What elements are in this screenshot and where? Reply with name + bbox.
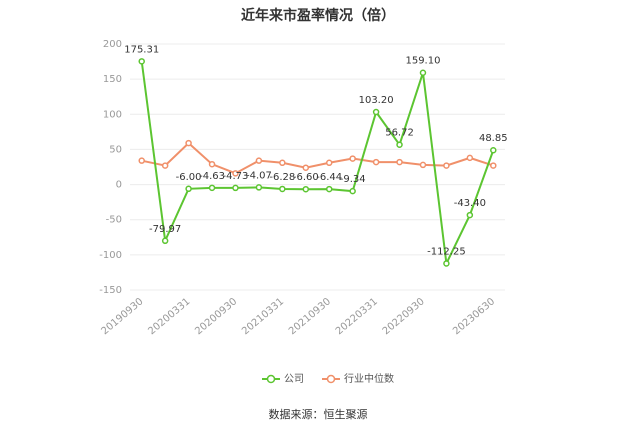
y-tick-label: -150 (99, 285, 122, 296)
x-tick-label: 20200331 (146, 296, 192, 337)
source: 数据来源：恒生聚源 (269, 407, 368, 421)
x-tick-label: 20210331 (240, 296, 286, 337)
data-label: 103.20 (359, 95, 394, 106)
point (466, 211, 474, 219)
chart-title: 近年来市盈率情况（倍） (241, 7, 395, 24)
point (466, 154, 474, 162)
data-label: 159.10 (405, 56, 440, 67)
data-label: -6.60 (293, 172, 319, 183)
point (138, 157, 145, 164)
data-label: -4.73 (223, 171, 249, 182)
point (255, 157, 263, 164)
point (325, 185, 333, 193)
point (325, 159, 333, 167)
y-tick-label: 50 (109, 144, 122, 155)
data-label: -43.40 (454, 198, 486, 209)
x-tick-label: 20200930 (193, 296, 239, 337)
series-line (140, 61, 495, 267)
point (138, 58, 145, 65)
y-tick-label: 100 (103, 109, 122, 120)
data-label: -6.28 (269, 172, 295, 183)
legend-marker (266, 374, 276, 384)
point (302, 185, 310, 193)
point (349, 187, 356, 195)
point (185, 139, 192, 147)
point (161, 237, 169, 245)
point (255, 184, 263, 191)
x-tick-label: 20230630 (451, 296, 497, 337)
y-tick-label: -50 (106, 215, 122, 226)
point (208, 160, 216, 168)
legend-label: 行业中位数 (344, 372, 394, 385)
data-label: 175.31 (124, 44, 159, 55)
point (490, 162, 497, 169)
x-tick-label: 20190930 (100, 296, 146, 337)
data-label: -6.44 (316, 172, 342, 183)
series-line (141, 141, 494, 175)
point (279, 185, 286, 193)
y-tick-label: 200 (103, 39, 122, 50)
data-label: -4.07 (246, 170, 272, 181)
point (396, 141, 403, 148)
point (185, 185, 192, 193)
point (372, 158, 380, 166)
y-tick-label: 150 (103, 74, 122, 85)
data-label: -9.34 (340, 174, 366, 185)
x-tick-label: 20220331 (334, 296, 380, 337)
point (208, 184, 216, 192)
data-label: 48.85 (479, 133, 508, 144)
point (443, 162, 450, 169)
point (372, 108, 380, 116)
data-label: 56.72 (385, 128, 414, 139)
point (232, 170, 239, 177)
data-label: -112.25 (427, 246, 466, 257)
point (349, 155, 356, 162)
data-label: -6.00 (176, 172, 202, 183)
point (443, 260, 450, 267)
legend-label: 公司 (284, 374, 304, 385)
point (419, 69, 427, 76)
legend-marker (326, 374, 336, 384)
x-tick-label: 20220930 (381, 296, 427, 337)
data-label: -79.97 (149, 224, 181, 235)
point (302, 164, 310, 171)
point (419, 161, 427, 169)
point (232, 184, 239, 192)
point (490, 146, 497, 154)
point (161, 162, 169, 169)
data-label: -4.63 (199, 171, 225, 182)
x-tick-label: 20210930 (287, 296, 333, 337)
y-tick-label: 0 (116, 180, 122, 191)
point (396, 158, 403, 166)
y-tick-label: -100 (99, 250, 122, 261)
point (279, 159, 286, 167)
